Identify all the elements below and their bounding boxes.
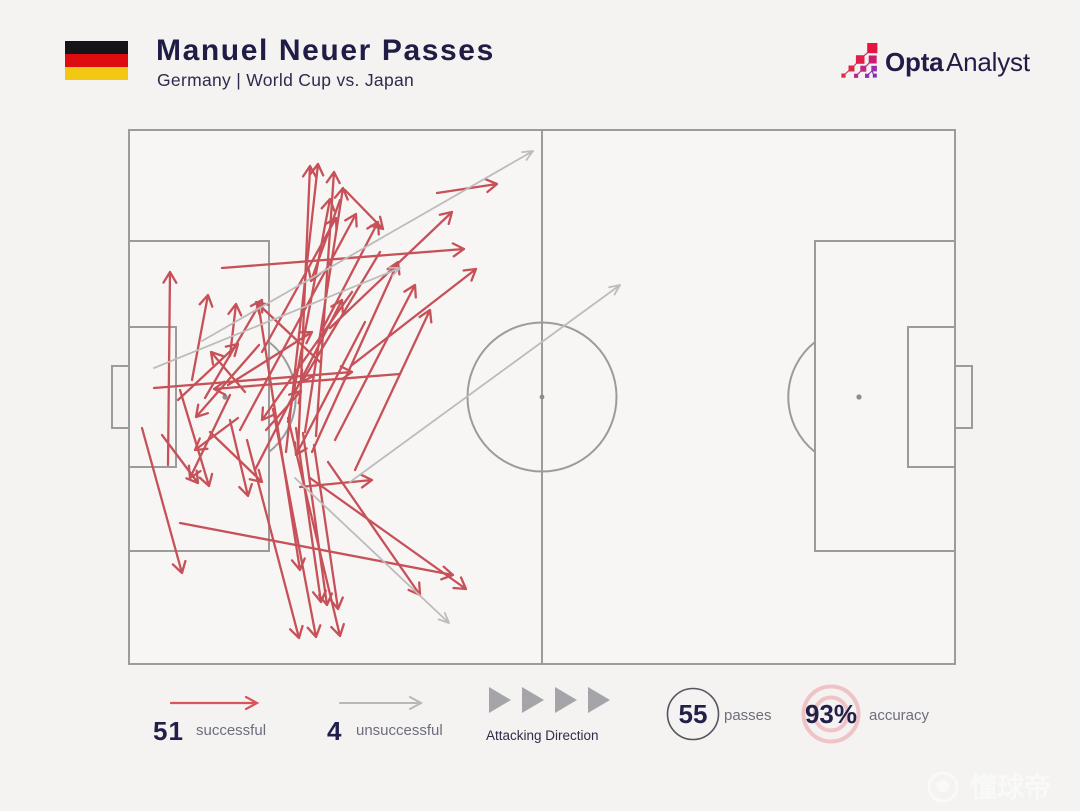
svg-text:93%: 93% <box>805 699 857 729</box>
svg-text:Attacking Direction: Attacking Direction <box>486 728 599 743</box>
svg-text:51: 51 <box>153 716 184 746</box>
svg-text:successful: successful <box>196 722 266 739</box>
svg-text:55: 55 <box>679 699 708 729</box>
svg-text:unsuccessful: unsuccessful <box>356 722 443 739</box>
svg-text:accuracy: accuracy <box>869 707 930 724</box>
svg-text:Analyst: Analyst <box>946 47 1031 77</box>
svg-text:passes: passes <box>724 707 772 724</box>
svg-text:Opta: Opta <box>885 47 944 77</box>
svg-text:懂球帝: 懂球帝 <box>970 772 1051 803</box>
svg-text:4: 4 <box>327 716 342 746</box>
